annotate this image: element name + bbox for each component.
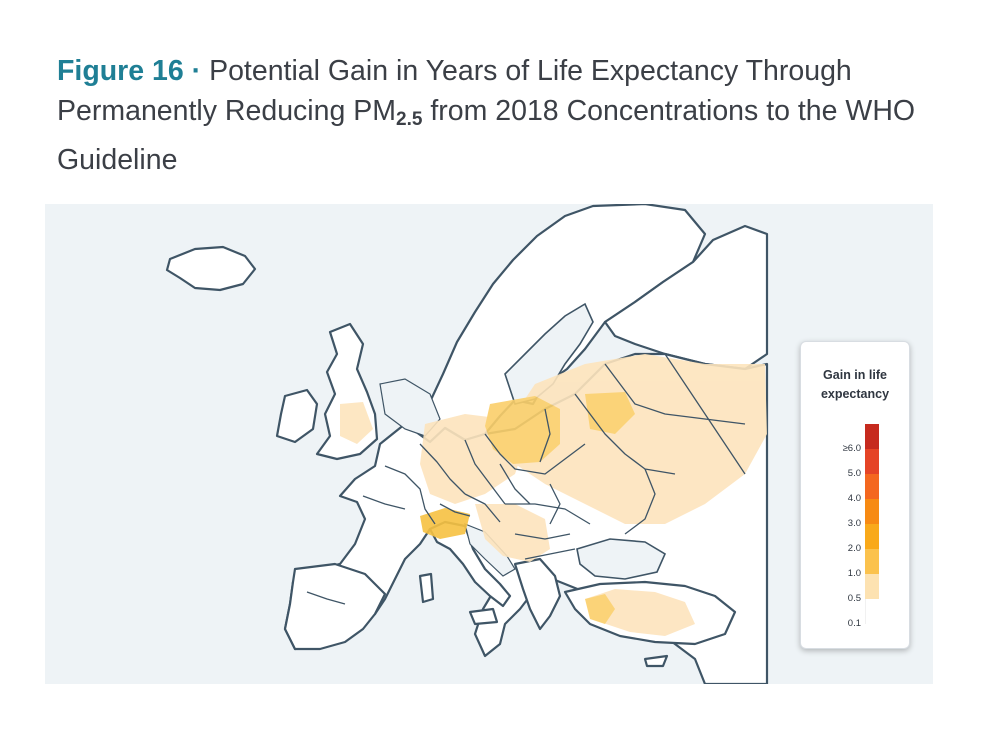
title-text: Potential Gain in Years of Life Expectan… <box>57 55 852 127</box>
legend-tick-label: 4.0 <box>847 493 861 504</box>
legend-swatch <box>865 574 879 599</box>
finland-russia-north <box>603 224 769 371</box>
legend-tick-label: 0.5 <box>847 593 861 604</box>
figure-title: Figure 16 · Potential Gain in Years of L… <box>57 51 917 180</box>
shade-turkey-west <box>585 594 615 624</box>
shade-po-valley <box>420 508 470 539</box>
legend-swatch <box>865 499 879 524</box>
legend-tick-label: 5.0 <box>847 468 861 479</box>
legend-swatch <box>865 599 880 624</box>
shade-low-east <box>495 354 767 524</box>
legend-swatch <box>865 449 879 474</box>
ireland <box>275 388 319 444</box>
legend-tick-label: 3.0 <box>847 518 861 529</box>
gain-shading <box>340 354 767 636</box>
legend-title-line2: expectancy <box>820 387 890 401</box>
legend-title: Gain in life expectancy <box>801 366 909 404</box>
shade-turkey <box>585 589 695 636</box>
legend-title-line1: Gain in life <box>823 368 887 382</box>
title-subscript: 2.5 <box>396 109 423 130</box>
legend-swatch <box>865 474 879 499</box>
shade-uk <box>340 402 373 444</box>
europe-map: Gain in life expectancy ≥6.0 5.0 4.0 3.0 2.0… <box>45 204 933 684</box>
figure-separator: · <box>191 55 202 87</box>
shade-balkans <box>475 504 550 562</box>
balkans-south <box>513 557 562 631</box>
sicily <box>468 607 499 626</box>
title-text-end: from 2018 Concentrations to the WHO Guid… <box>57 95 916 176</box>
map-legend: Gain in life expectancy ≥6.0 5.0 4.0 3.0 2.0… <box>800 341 910 649</box>
shade-poland <box>485 396 560 464</box>
country-borders <box>306 353 746 605</box>
legend-tick-label: ≥6.0 <box>842 443 861 454</box>
sardinia <box>418 572 435 604</box>
iceland <box>165 245 257 292</box>
legend-swatch <box>865 424 879 449</box>
legend-tick-label: 0.1 <box>847 618 861 629</box>
black-sea <box>576 538 667 580</box>
legend-tick-label: 2.0 <box>847 543 861 554</box>
cyprus <box>643 654 669 668</box>
map-svg <box>165 204 769 684</box>
legend-tick-label: 1.0 <box>847 568 861 579</box>
iberia <box>283 562 387 651</box>
legend-swatch <box>865 549 879 574</box>
legend-swatch <box>865 524 879 549</box>
figure-label: Figure 16 <box>57 55 184 87</box>
